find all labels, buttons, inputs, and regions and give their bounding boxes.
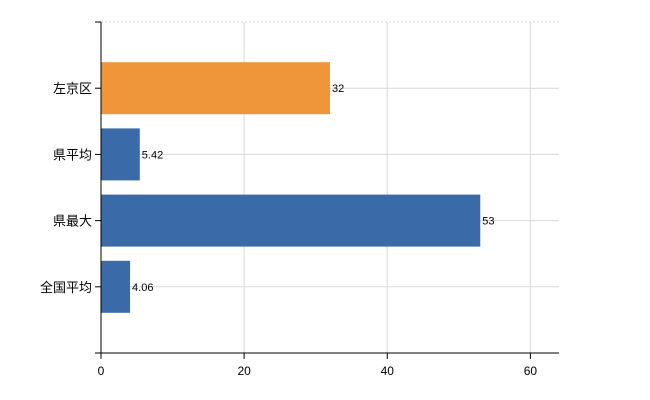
category-label-2: 県最大 [53, 214, 92, 229]
category-label-3: 全国平均 [40, 280, 92, 295]
bar-2 [101, 194, 481, 247]
bar-0 [101, 62, 330, 115]
axes [95, 21, 559, 359]
x-tick-label-0: 0 [98, 364, 105, 378]
x-tick-label-3: 60 [524, 364, 538, 378]
category-label-1: 県平均 [53, 147, 92, 162]
category-label-0: 左京区 [53, 81, 92, 96]
bar-3 [101, 260, 131, 313]
data-label-2: 53 [482, 216, 494, 228]
data-label-3: 4.06 [132, 282, 153, 294]
data-label-0: 32 [332, 83, 344, 95]
labels: 0 20 40 60 左京区 32 県平均 5.42 県最大 53 全国平均 4.06 [40, 81, 537, 378]
x-tick-label-1: 20 [237, 364, 251, 378]
data-label-1: 5.42 [142, 149, 163, 161]
x-tick-label-2: 40 [381, 364, 395, 378]
bars [101, 62, 481, 313]
bar-1 [101, 128, 140, 181]
